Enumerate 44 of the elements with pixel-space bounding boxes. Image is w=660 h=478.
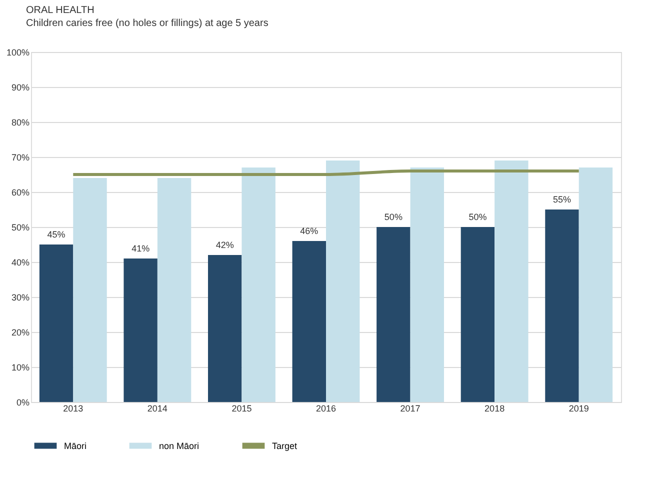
chart-subtitle: Children caries free (no holes or fillings) at age 5 years <box>26 18 268 29</box>
bar <box>545 210 579 402</box>
y-tick-label: 60% <box>11 188 30 198</box>
y-tick-label: 30% <box>11 292 30 302</box>
data-label: 50% <box>384 212 402 222</box>
bar <box>578 168 613 402</box>
y-tick-label: 70% <box>11 152 30 162</box>
legend-label: Māori <box>64 440 87 451</box>
legend-label: Target <box>272 440 298 451</box>
bar <box>326 160 360 402</box>
x-tick-label: 2016 <box>316 404 336 414</box>
data-label: 45% <box>47 230 66 240</box>
bar <box>376 227 410 402</box>
data-label: 46% <box>300 226 318 236</box>
legend-label: non Māori <box>159 440 200 451</box>
x-tick-label: 2015 <box>232 404 252 414</box>
data-label: 42% <box>216 240 234 250</box>
bar <box>460 227 495 402</box>
bar <box>410 168 444 402</box>
bar <box>73 178 107 402</box>
y-tick-label: 0% <box>16 398 30 408</box>
y-tick-label: 100% <box>6 48 30 58</box>
bar <box>208 255 242 402</box>
data-label: 41% <box>132 244 150 254</box>
data-label: 50% <box>468 212 487 222</box>
x-tick-label: 2013 <box>63 404 84 414</box>
bar <box>494 160 528 402</box>
x-tick-label: 2019 <box>568 404 589 414</box>
bar <box>292 241 326 402</box>
y-tick-label: 20% <box>11 328 30 338</box>
y-tick-label: 10% <box>11 362 30 372</box>
bar <box>39 244 74 402</box>
x-tick-label: 2018 <box>484 404 505 414</box>
y-tick-label: 90% <box>11 82 30 92</box>
y-tick-label: 80% <box>11 118 30 128</box>
y-tick-label: 40% <box>11 258 30 268</box>
chart-title: ORAL HEALTH <box>26 5 94 16</box>
x-tick-label: 2014 <box>147 404 168 414</box>
data-label: 55% <box>552 194 572 204</box>
bar <box>124 258 158 402</box>
x-tick-label: 2017 <box>400 404 420 414</box>
bar <box>242 168 276 402</box>
y-tick-label: 50% <box>11 222 30 232</box>
bar <box>157 178 192 402</box>
